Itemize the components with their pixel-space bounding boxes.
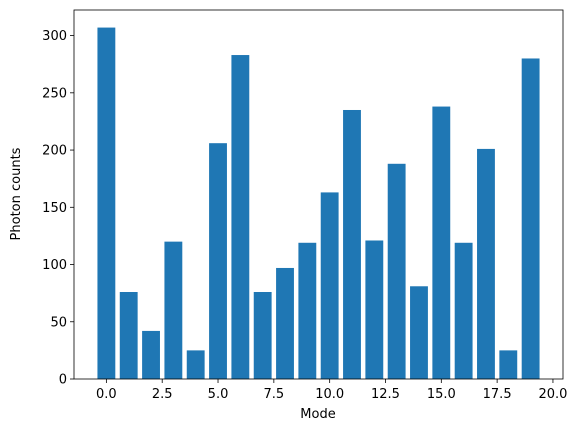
bar-mode-7 <box>253 292 272 379</box>
x-tick-label: 0.0 <box>96 387 117 402</box>
bar-mode-3 <box>164 241 183 379</box>
bar-mode-4 <box>186 350 205 379</box>
x-tick-label: 7.5 <box>263 387 284 402</box>
x-tick-label: 15.0 <box>427 387 456 402</box>
x-tick-label: 17.5 <box>483 387 512 402</box>
y-tick-label: 200 <box>42 144 67 159</box>
x-tick-label: 5.0 <box>208 387 229 402</box>
y-tick-label: 250 <box>42 86 67 101</box>
bar-mode-10 <box>320 192 339 379</box>
bar-mode-17 <box>477 148 495 379</box>
bar-mode-5 <box>209 143 227 379</box>
y-tick-label: 300 <box>42 29 67 44</box>
bar-mode-12 <box>365 240 384 379</box>
bar-mode-0 <box>97 27 116 379</box>
bar-mode-1 <box>119 292 138 379</box>
bar-mode-11 <box>343 109 361 380</box>
y-axis-ticks: 0 50 100 150 200 250 300 <box>42 29 74 388</box>
y-axis-label: Photon counts <box>9 147 24 240</box>
axes-frame <box>73 9 564 380</box>
y-tick-label: 50 <box>50 315 67 330</box>
x-axis-ticks: 0.0 2.5 5.0 7.5 10.0 12.5 15.0 17.5 20.0 <box>96 379 567 402</box>
x-tick-label: 20.0 <box>538 387 567 402</box>
bar-mode-13 <box>387 163 406 379</box>
bar-mode-14 <box>410 286 428 379</box>
x-tick-label: 2.5 <box>152 387 173 402</box>
y-tick-label: 100 <box>42 258 67 273</box>
bar-mode-18 <box>499 350 518 379</box>
bar-mode-15 <box>432 106 451 379</box>
bar-mode-9 <box>298 242 317 379</box>
x-tick-label: 10.0 <box>315 387 344 402</box>
bar-mode-6 <box>231 55 250 379</box>
bar-mode-2 <box>142 330 160 379</box>
x-axis-label: Mode <box>300 407 335 422</box>
y-tick-label: 0 <box>59 373 67 388</box>
bars-group <box>97 27 540 380</box>
bar-mode-8 <box>276 267 294 379</box>
bar-mode-16 <box>454 242 473 379</box>
bar-mode-19 <box>521 58 540 380</box>
x-tick-label: 12.5 <box>371 387 400 402</box>
y-tick-label: 150 <box>42 201 67 216</box>
